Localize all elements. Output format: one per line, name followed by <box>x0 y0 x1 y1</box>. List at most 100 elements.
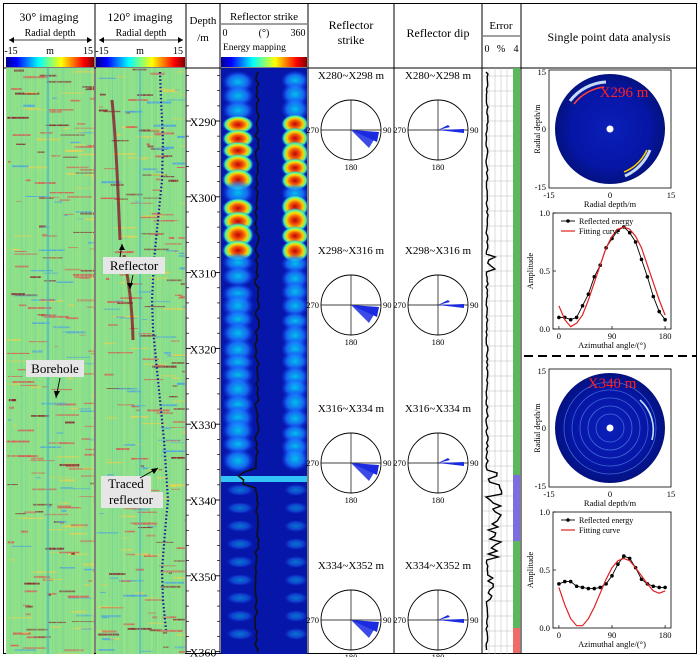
error-flag-red <box>513 628 520 653</box>
error-curve <box>484 71 503 651</box>
data-point <box>627 556 632 561</box>
data-point <box>586 586 591 591</box>
chart-ylabel: Amplitude <box>525 253 535 290</box>
tick-max-30: 15 <box>83 46 93 57</box>
rose-axis-left: 270 <box>393 125 406 135</box>
chart-xtick: 180 <box>659 331 672 341</box>
data-point <box>557 582 561 586</box>
rose-axis-left: 270 <box>306 458 319 468</box>
data-point <box>568 317 573 322</box>
disk-xtick-bottom-0: -15 <box>543 489 554 499</box>
series-line-fitting <box>558 226 666 328</box>
depth-tick: X360 <box>190 646 217 657</box>
traced-reflector-line <box>150 71 170 631</box>
disk-xtick-top-2: 15 <box>667 190 676 200</box>
strike-map-title: Reflector strike <box>230 11 298 23</box>
data-point <box>592 586 597 591</box>
rose-axis-left: 270 <box>306 125 319 135</box>
rose-strike-title-2: strike <box>338 33 365 47</box>
disk-xtick-top-1: 0 <box>608 190 612 200</box>
error-flag-green-2 <box>513 541 520 628</box>
reflector-label: Reflector <box>110 258 159 273</box>
error-title: Error <box>489 20 513 32</box>
data-point <box>633 240 638 244</box>
data-point <box>639 257 644 262</box>
energy-mapping-label: Energy mapping <box>223 43 286 53</box>
data-point <box>563 579 567 584</box>
chart-ytick: 1.0 <box>539 208 550 218</box>
data-point <box>657 585 661 590</box>
image-120-imaging <box>96 68 185 654</box>
rose-dip-title: Reflector dip <box>407 26 470 40</box>
data-point <box>651 584 656 589</box>
header-120-imaging: 120° imaging Radial depth -15 m 15 <box>95 10 185 67</box>
rose-interval-label: X334~X352 m <box>318 560 385 572</box>
chart-xlabel: Azimuthal angle/(°) <box>578 340 646 350</box>
colorbar-energy <box>221 57 307 67</box>
header-depth: Depth /m <box>190 15 217 44</box>
colorbar-30 <box>6 57 94 67</box>
chart-ytick: 0.5 <box>539 565 550 575</box>
disk-ytick-bottom-2: -15 <box>535 481 546 491</box>
disk-xtick-bottom-1: 0 <box>608 489 612 499</box>
header-strike-map: Reflector strike 0 (°) 360 Energy mappin… <box>221 11 307 67</box>
chart-ytick: 0.5 <box>539 266 550 276</box>
data-point <box>574 584 579 589</box>
rose-axis-right: 90 <box>383 300 392 310</box>
rose-axis-bottom: 180 <box>432 162 445 172</box>
rose-interval-label: X280~X298 m <box>318 70 385 82</box>
disk-xtick-top-0: -15 <box>543 190 554 200</box>
disk-top: X296 m Radial depth/m Radial depth/m -15… <box>533 67 675 209</box>
legend-fitting: Fitting curve <box>579 526 621 535</box>
disk-ytick-bottom-1: 0 <box>542 423 546 433</box>
tick-min-120: -15 <box>95 46 108 57</box>
disk-xlabel-bottom: Radial depth/m <box>584 498 637 508</box>
disk-ylabel-bottom: Radial depth/m <box>533 403 542 453</box>
data-point <box>663 585 667 590</box>
title-30-imaging: 30° imaging <box>19 10 78 24</box>
rose-axis-right: 90 <box>470 125 479 135</box>
disk-ytick-top-1: 0 <box>542 124 546 134</box>
disk-bottom: X340 m Radial depth/m Radial depth/m -15… <box>533 366 675 508</box>
annotation-reflector: Reflector <box>103 243 165 290</box>
rose-axis-bottom: 180 <box>345 337 358 347</box>
tick-unit-120: m <box>136 46 144 57</box>
depth-tick: X310 <box>190 267 217 281</box>
error-tick-unit: % <box>497 44 505 55</box>
disk-xtick-bottom-2: 15 <box>667 489 676 499</box>
rose-interval-label: X316~X334 m <box>405 403 472 415</box>
depth-unit: /m <box>197 32 209 44</box>
legend-reflected: Reflected energy <box>579 217 633 226</box>
chart-ylabel: Amplitude <box>525 552 535 589</box>
rose-axis-left: 270 <box>393 458 406 468</box>
chart-xtick: 0 <box>557 630 561 640</box>
annotation-borehole: Borehole <box>26 360 84 399</box>
rose-axis-right: 90 <box>470 458 479 468</box>
strike-tick-unit: (°) <box>259 28 270 39</box>
radial-depth-label-120: Radial depth <box>116 28 167 39</box>
data-point <box>651 294 656 299</box>
borehole-label: Borehole <box>31 361 79 376</box>
rose-axis-right: 90 <box>470 300 479 310</box>
traced-label-1: Traced <box>108 476 144 491</box>
radial-depth-label-30: Radial depth <box>25 28 76 39</box>
depth-tick: X300 <box>190 191 217 205</box>
rose-interval-label: X298~X316 m <box>405 245 472 257</box>
data-point <box>580 585 585 590</box>
chart-ytick: 0.0 <box>539 623 550 633</box>
data-point <box>598 585 602 590</box>
disk-ytick-bottom-0: 15 <box>538 366 547 376</box>
disk-ytick-top-0: 15 <box>538 67 547 77</box>
title-120-imaging: 120° imaging <box>107 10 172 24</box>
data-point <box>639 577 644 582</box>
column-dividers <box>94 4 522 653</box>
rose-interval-label: X334~X352 m <box>405 560 472 572</box>
chart-ytick: 1.0 <box>539 507 550 517</box>
amplitude-chart-bottom: 0 90 180 1.0 0.5 0.0 Azimuthal angle/(°) Amplit… <box>525 507 671 649</box>
chart-xtick: 180 <box>659 630 672 640</box>
error-track <box>483 68 520 654</box>
error-flag-green <box>513 68 520 475</box>
